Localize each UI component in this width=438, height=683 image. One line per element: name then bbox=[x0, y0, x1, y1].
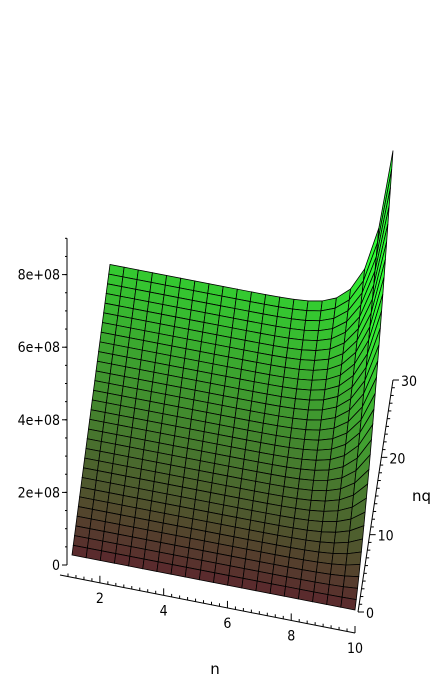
labels: 0 2e+08 4e+08 6e+08 8e+08 2 4 6 8 10 0 10 20 30 n nq bbox=[18, 268, 431, 678]
nq-tick-label: 20 bbox=[389, 451, 405, 467]
surface-cell bbox=[293, 398, 311, 411]
surface-cell bbox=[301, 339, 318, 351]
surface-cell bbox=[316, 438, 334, 451]
n-tick-label: 10 bbox=[347, 641, 363, 657]
surface-cell bbox=[309, 389, 326, 401]
n-tick-label: 2 bbox=[96, 591, 104, 607]
surface-cell bbox=[320, 521, 338, 533]
surface-cell bbox=[312, 358, 330, 371]
surface-cell bbox=[299, 468, 316, 481]
surface-cell bbox=[302, 329, 319, 342]
surface-cell bbox=[340, 596, 357, 611]
surface-cell bbox=[330, 563, 347, 577]
surface-cell bbox=[342, 575, 360, 589]
surface-cell bbox=[314, 348, 331, 361]
surface-cell bbox=[333, 530, 351, 544]
surface-cell bbox=[300, 349, 317, 361]
surface-cell bbox=[307, 399, 325, 411]
nq-tick-label: 10 bbox=[378, 529, 394, 545]
nq-axis-title: nq bbox=[412, 487, 431, 505]
n-axis-title: n bbox=[210, 660, 220, 678]
surface-cell bbox=[313, 469, 330, 481]
surface-cell bbox=[311, 368, 328, 381]
n-axis-line bbox=[59, 574, 356, 634]
n-tick-label: 6 bbox=[223, 616, 231, 632]
surface-cell bbox=[312, 591, 329, 605]
surface-cell bbox=[345, 551, 362, 566]
surface-cell bbox=[298, 359, 316, 371]
surface-cell bbox=[310, 489, 327, 502]
surface-cell bbox=[306, 300, 323, 312]
surface-cell bbox=[314, 459, 331, 471]
z-tick-label: 0 bbox=[52, 558, 60, 574]
surface-cell bbox=[305, 310, 322, 322]
surface-cell bbox=[309, 499, 326, 512]
nq-tick-label: 30 bbox=[401, 374, 417, 390]
surface-cell bbox=[326, 594, 343, 608]
surface-mesh bbox=[71, 150, 394, 611]
surface-cell bbox=[310, 379, 327, 391]
surface-cell bbox=[332, 541, 349, 555]
surface-cell bbox=[302, 439, 320, 451]
z-tick-label: 4e+08 bbox=[18, 413, 60, 429]
surface-cell bbox=[306, 409, 323, 421]
surface-cell bbox=[300, 458, 317, 471]
surface-cell bbox=[335, 518, 352, 533]
surface-cell bbox=[323, 499, 340, 512]
surface-cell bbox=[331, 553, 348, 566]
surface-cell bbox=[297, 588, 315, 603]
surface-cell bbox=[297, 368, 314, 381]
surface-cell bbox=[344, 564, 361, 578]
z-tick-label: 6e+08 bbox=[18, 340, 60, 356]
surface-cell bbox=[311, 479, 329, 492]
surface-cell bbox=[304, 429, 321, 441]
surface-cell bbox=[301, 448, 318, 461]
surface-cell bbox=[315, 448, 333, 461]
surface-cell bbox=[322, 510, 339, 522]
z-tick-label: 2e+08 bbox=[18, 485, 60, 501]
n-tick-label: 4 bbox=[160, 603, 168, 619]
surface-cell bbox=[305, 419, 322, 431]
surface-cell bbox=[294, 388, 312, 401]
surface-cell bbox=[296, 378, 313, 391]
surface-cell bbox=[303, 320, 321, 332]
surface-cell bbox=[319, 531, 337, 544]
n-tick-label: 8 bbox=[287, 628, 295, 644]
surface-cell bbox=[308, 509, 325, 523]
nq-tick-label: 0 bbox=[366, 606, 374, 622]
axes bbox=[59, 237, 399, 634]
surface-cell bbox=[324, 488, 342, 502]
z-tick-label: 8e+08 bbox=[18, 268, 60, 284]
surface-cell bbox=[318, 541, 335, 554]
